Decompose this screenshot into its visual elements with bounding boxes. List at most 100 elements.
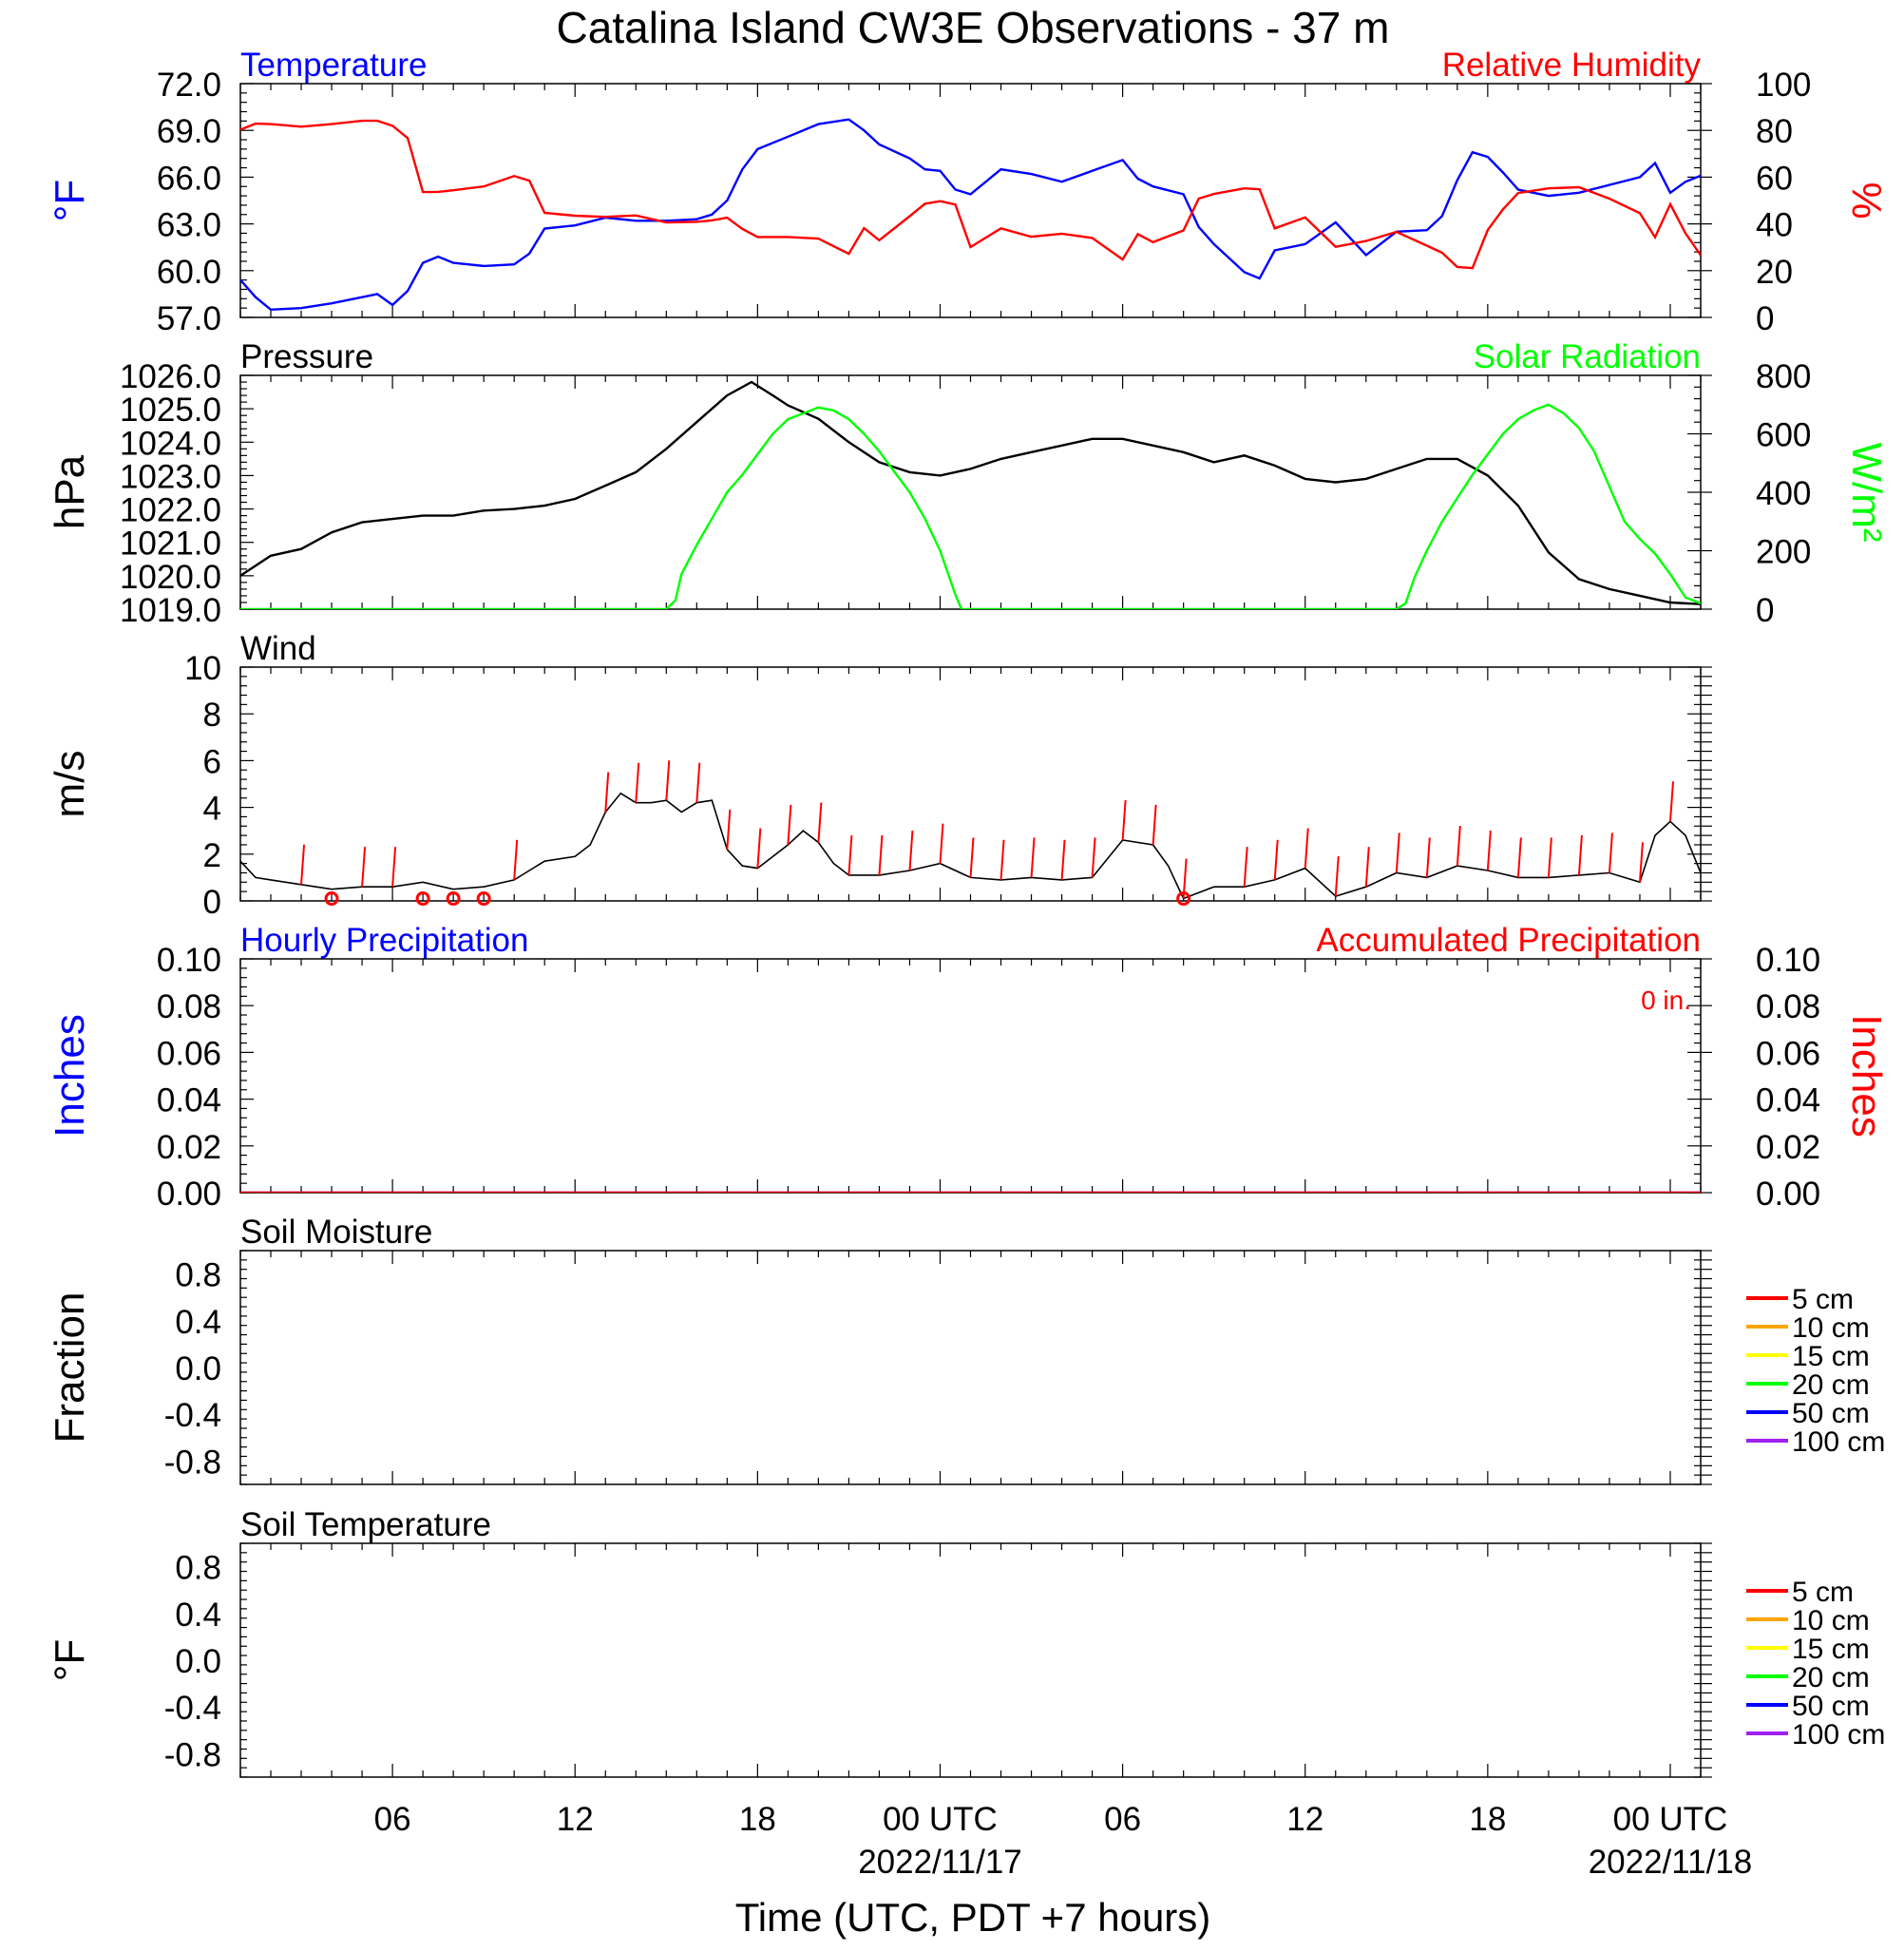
y-right-tick-label: 400 — [1756, 475, 1811, 512]
y-left-tick-label: 2 — [203, 837, 221, 874]
wind-barb — [513, 839, 519, 880]
wind-barb — [787, 804, 792, 846]
x-tick-label: 00 UTC — [1613, 1801, 1728, 1838]
series-line-temperature — [240, 118, 1701, 312]
y-right-tick-label: 800 — [1756, 358, 1811, 395]
panel-left-title: Temperature — [240, 47, 427, 84]
panel-left-title: Hourly Precipitation — [240, 922, 528, 959]
legend-label: 50 cm — [1792, 1398, 1870, 1429]
y-left-tick-label: 0 — [203, 884, 221, 921]
wind-barb — [726, 809, 732, 850]
x-tick-label: 06 — [1104, 1801, 1141, 1838]
x-tick-date-label: 2022/11/17 — [858, 1844, 1022, 1881]
y-right-tick-label: 0.06 — [1756, 1035, 1820, 1072]
y-left-tick-label: 6 — [203, 743, 221, 780]
x-tick-label: 00 UTC — [883, 1801, 998, 1838]
wind-barb — [1334, 856, 1340, 897]
calm-wind-marker — [415, 891, 430, 907]
legend-label: 15 cm — [1792, 1634, 1870, 1665]
y-left-axis-label: Inches — [47, 1014, 93, 1138]
wind-barb — [695, 762, 701, 803]
wind-barb — [1668, 781, 1674, 822]
wind-barb — [1091, 837, 1096, 878]
y-right-axis-label: Inches — [1843, 1014, 1890, 1138]
legend-label: 15 cm — [1792, 1341, 1870, 1372]
wind-barb — [1486, 830, 1492, 871]
legend-label: 5 cm — [1792, 1284, 1854, 1315]
y-right-tick-label: 100 — [1756, 67, 1811, 104]
y-left-tick-label: 0.8 — [175, 1257, 221, 1294]
y-left-tick-label: 1021.0 — [120, 526, 221, 563]
y-right-tick-label: 0.10 — [1756, 942, 1820, 979]
panel-4: 0.00 0.02 0.04 0.06 0.08 0.10 0.00 0.02 0.04 0.06… — [47, 922, 1890, 1213]
series-line-wind-speed — [240, 792, 1701, 900]
y-left-tick-label: 0.4 — [175, 1597, 221, 1634]
y-left-tick-label: 0.08 — [157, 988, 221, 1025]
wind-barb — [361, 847, 367, 888]
calm-wind-marker — [324, 891, 339, 907]
wind-barb — [756, 828, 762, 869]
legend-label: 10 cm — [1792, 1605, 1870, 1636]
panel-3: 0 2 4 6 8 10 Wind m/s — [47, 630, 1712, 921]
y-left-tick-label: 0.4 — [175, 1304, 221, 1341]
panel-left-title: Pressure — [240, 338, 373, 375]
wind-barb — [908, 830, 914, 871]
figure-title: Catalina Island CW3E Observations - 37 m — [557, 3, 1390, 52]
legend-label: 100 cm — [1792, 1426, 1885, 1458]
y-left-tick-label: 1025.0 — [120, 392, 221, 429]
y-left-tick-label: 0.8 — [175, 1550, 221, 1587]
y-right-tick-label: 0 — [1756, 300, 1774, 337]
y-right-tick-label: 200 — [1756, 534, 1811, 571]
y-right-axis-label: W/m² — [1843, 442, 1890, 542]
panel-1: 57.0 60.0 63.0 66.0 69.0 72.0 0 20 40 60 80 100 Temp… — [47, 47, 1890, 337]
y-right-tick-label: 0.08 — [1756, 988, 1820, 1025]
wind-barb — [1425, 837, 1431, 878]
x-axis-group: 06 12 18 00 UTC 2022/11/17 06 12 18 00 UTC 2022/1… — [374, 1801, 1753, 1881]
wind-barb — [1304, 828, 1309, 869]
x-tick-label: 18 — [739, 1801, 776, 1838]
wind-barb — [665, 760, 671, 801]
y-left-axis-label: hPa — [47, 454, 93, 529]
wind-barb — [391, 847, 397, 888]
y-left-tick-label: 60.0 — [157, 254, 221, 291]
wind-barb — [1456, 826, 1461, 867]
wind-barb — [300, 844, 306, 885]
y-right-tick-label: 40 — [1756, 207, 1793, 244]
wind-barb — [1577, 834, 1583, 876]
y-left-axis-label: °F — [47, 180, 93, 221]
y-left-tick-label: -0.4 — [164, 1690, 221, 1727]
y-left-tick-label: 0.04 — [157, 1082, 221, 1119]
series-line-relative-humidity — [240, 119, 1701, 270]
y-left-tick-label: -0.8 — [164, 1444, 221, 1481]
y-left-tick-label: 1020.0 — [120, 559, 221, 596]
y-left-tick-label: 0.10 — [157, 942, 221, 979]
wind-barb — [1060, 839, 1066, 880]
wind-barb — [1395, 832, 1400, 873]
calm-wind-marker — [1176, 891, 1191, 907]
wind-barb — [604, 772, 610, 813]
y-left-tick-label: 8 — [203, 697, 221, 734]
x-axis-label: Time (UTC, PDT +7 hours) — [735, 1895, 1211, 1940]
legend-label: 100 cm — [1792, 1719, 1885, 1750]
wind-barb — [817, 802, 823, 843]
y-right-tick-label: 60 — [1756, 160, 1793, 197]
wind-barb — [1608, 832, 1613, 873]
y-right-tick-label: 0.00 — [1756, 1176, 1820, 1213]
legend-label: 20 cm — [1792, 1662, 1870, 1693]
wind-barb — [847, 834, 853, 876]
y-left-tick-label: -0.8 — [164, 1736, 221, 1773]
y-left-axis-label: Fraction — [47, 1292, 93, 1444]
wind-barb — [939, 823, 944, 864]
wind-barb — [1000, 839, 1005, 880]
wind-barb — [1152, 804, 1157, 846]
y-left-tick-label: 1022.0 — [120, 492, 221, 529]
y-right-tick-label: 20 — [1756, 254, 1793, 291]
y-right-axis-label: % — [1843, 182, 1890, 219]
y-left-tick-label: 1023.0 — [120, 458, 221, 495]
panel-right-title: Relative Humidity — [1442, 47, 1702, 84]
y-left-tick-label: 0.0 — [175, 1643, 221, 1680]
y-left-tick-label: 0.02 — [157, 1129, 221, 1166]
y-right-tick-label: 600 — [1756, 417, 1811, 454]
calm-wind-marker — [446, 891, 461, 907]
y-left-axis-label: °F — [47, 1639, 93, 1681]
